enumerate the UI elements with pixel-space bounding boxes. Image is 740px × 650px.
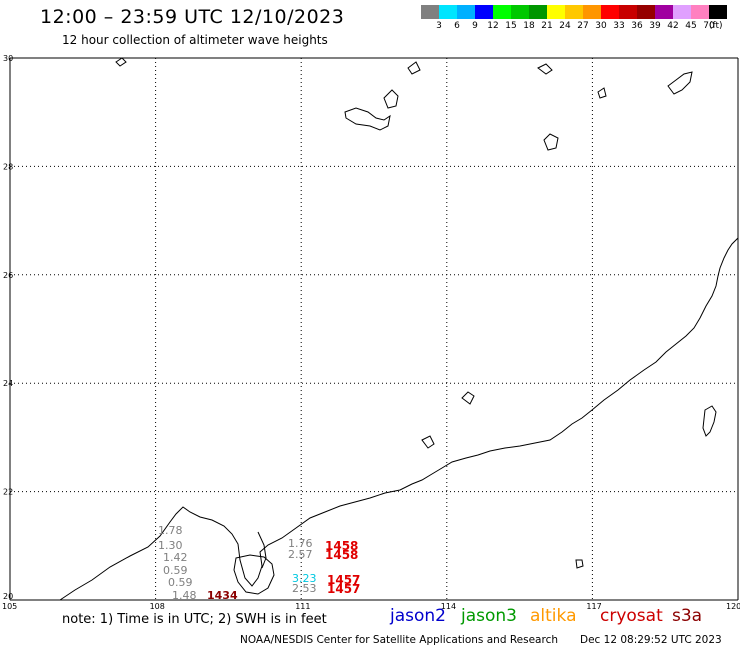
obs-value: 1457 [327,582,360,596]
lat-tick-label: 24 [3,379,13,388]
sat-legend-cryosat: cryosat [600,606,663,626]
lat-tick-label: 22 [3,488,13,497]
colorbar-swatch [583,5,601,19]
lat-tick-label: 30 [3,54,13,63]
axis-labels: 105 108 111 114 117 120 30 28 26 24 22 20 [2,54,740,611]
credit-date: Dec 12 08:29:52 UTC 2023 [580,634,722,646]
colorbar-swatch [601,5,619,19]
colorbar-level: 21 [541,21,553,31]
islet-top [115,57,127,67]
pescadores-islet [461,391,475,405]
obs-value: 1.42 [163,551,188,564]
credit-text: NOAA/NESDIS Center for Satellite Applica… [240,634,558,646]
lon-tick-label: 120 [726,602,740,611]
mainland-coastline [59,237,739,601]
colorbar-level: 36 [631,21,643,31]
sat-legend-jason3: jason3 [461,606,517,626]
obs-value: 1.30 [158,539,183,552]
islet-top-right [537,63,553,75]
island-cluster-north [344,107,391,131]
map-title: 12:00 – 23:59 UTC 12/10/2023 [40,6,345,28]
colorbar-level: 9 [472,21,478,31]
islet-east [597,87,607,99]
lat-tick-label: 20 [3,592,13,601]
obs-value: 1434 [207,589,238,602]
colorbar-level: 30 [595,21,607,31]
colorbar-swatch [547,5,565,19]
colorbar-level: 3 [436,21,442,31]
colorbar-swatch [565,5,583,19]
obs-value: 1.48 [172,589,197,602]
coastline [59,57,739,601]
colorbar-swatch [493,5,511,19]
obs-value: 1458 [325,548,358,562]
sat-legend-altika: altika [530,606,577,626]
obs-value: 1.76 [288,537,313,550]
colorbar-swatch [655,5,673,19]
colorbar-level: 42 [667,21,679,31]
islet-top-center [407,61,421,75]
colorbar-level: 70 [703,21,715,31]
lon-tick-label: 108 [150,602,165,611]
obs-value: 2.57 [288,548,313,561]
footnote: note: 1) Time is in UTC; 2) SWH is in fe… [62,612,327,627]
colorbar-level: 18 [523,21,535,31]
lon-tick-label: 114 [441,602,456,611]
colorbar-level: 33 [613,21,625,31]
colorbar-swatch [439,5,457,19]
colorbar-level: 15 [505,21,517,31]
obs-value: 1458 [325,539,358,553]
lat-tick-label: 28 [3,162,13,171]
okinawa-arc [667,71,693,95]
obs-value: 1457 [327,573,360,587]
lat-tick-label: 26 [3,271,13,280]
obs-value: 2.53 [292,582,317,595]
colorbar-swatch [691,5,709,19]
hainan-island [233,554,275,595]
colorbar-swatch [475,5,493,19]
taiwan-island [702,405,717,437]
obs-value: 1.78 [158,524,183,537]
islet-offshore [421,435,435,449]
colorbar-level: 27 [577,21,589,31]
colorbar-level: 39 [649,21,661,31]
sat-legend-jason2: jason2 [390,606,446,626]
observation-labels: 1.78 1.30 1.42 0.59 0.59 1.48 1434 1.76 … [158,524,360,602]
islet-northeast [543,133,559,151]
obs-value: 0.59 [168,576,193,589]
colorbar-swatch [637,5,655,19]
map-frame [9,57,739,601]
leizhou-peninsula [257,531,267,569]
colorbar-level: 45 [685,21,697,31]
colorbar-swatch [511,5,529,19]
colorbar-level: 12 [487,21,499,31]
lon-tick-label: 111 [295,602,310,611]
colorbar-swatch [457,5,475,19]
obs-value: 0.59 [163,564,188,577]
obs-value: 3.23 [292,572,317,585]
graticule [10,58,738,600]
colorbar-unit: (ft) [709,21,723,31]
colorbar-level: 24 [559,21,571,31]
island-north-small [383,89,399,109]
lon-tick-label: 117 [586,602,601,611]
colorbar-swatch [709,5,727,19]
map-subtitle: 12 hour collection of altimeter wave hei… [62,33,328,47]
colorbar-level: 6 [454,21,460,31]
colorbar-swatch [529,5,547,19]
sat-legend-s3a: s3a [672,606,703,626]
colorbar [421,5,727,19]
colorbar-swatch [421,5,439,19]
islet [575,559,584,569]
colorbar-swatch [673,5,691,19]
lon-tick-label: 105 [2,602,17,611]
colorbar-swatch [619,5,637,19]
